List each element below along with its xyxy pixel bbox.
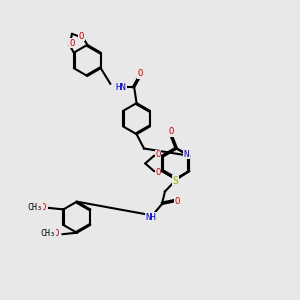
Text: N: N <box>184 150 189 159</box>
Text: O: O <box>70 39 75 48</box>
Text: O: O <box>168 127 174 136</box>
Text: O: O <box>40 203 46 212</box>
Text: N: N <box>173 178 178 187</box>
Text: HN: HN <box>116 83 126 92</box>
Text: O: O <box>53 230 59 238</box>
Text: O: O <box>175 197 180 206</box>
Text: O: O <box>137 69 142 78</box>
Text: S: S <box>172 176 178 186</box>
Text: O: O <box>156 169 161 178</box>
Text: CH₃: CH₃ <box>41 230 56 238</box>
Text: O: O <box>156 150 161 159</box>
Text: O: O <box>79 32 84 40</box>
Text: CH₃: CH₃ <box>27 203 42 212</box>
Text: NH: NH <box>146 213 157 222</box>
